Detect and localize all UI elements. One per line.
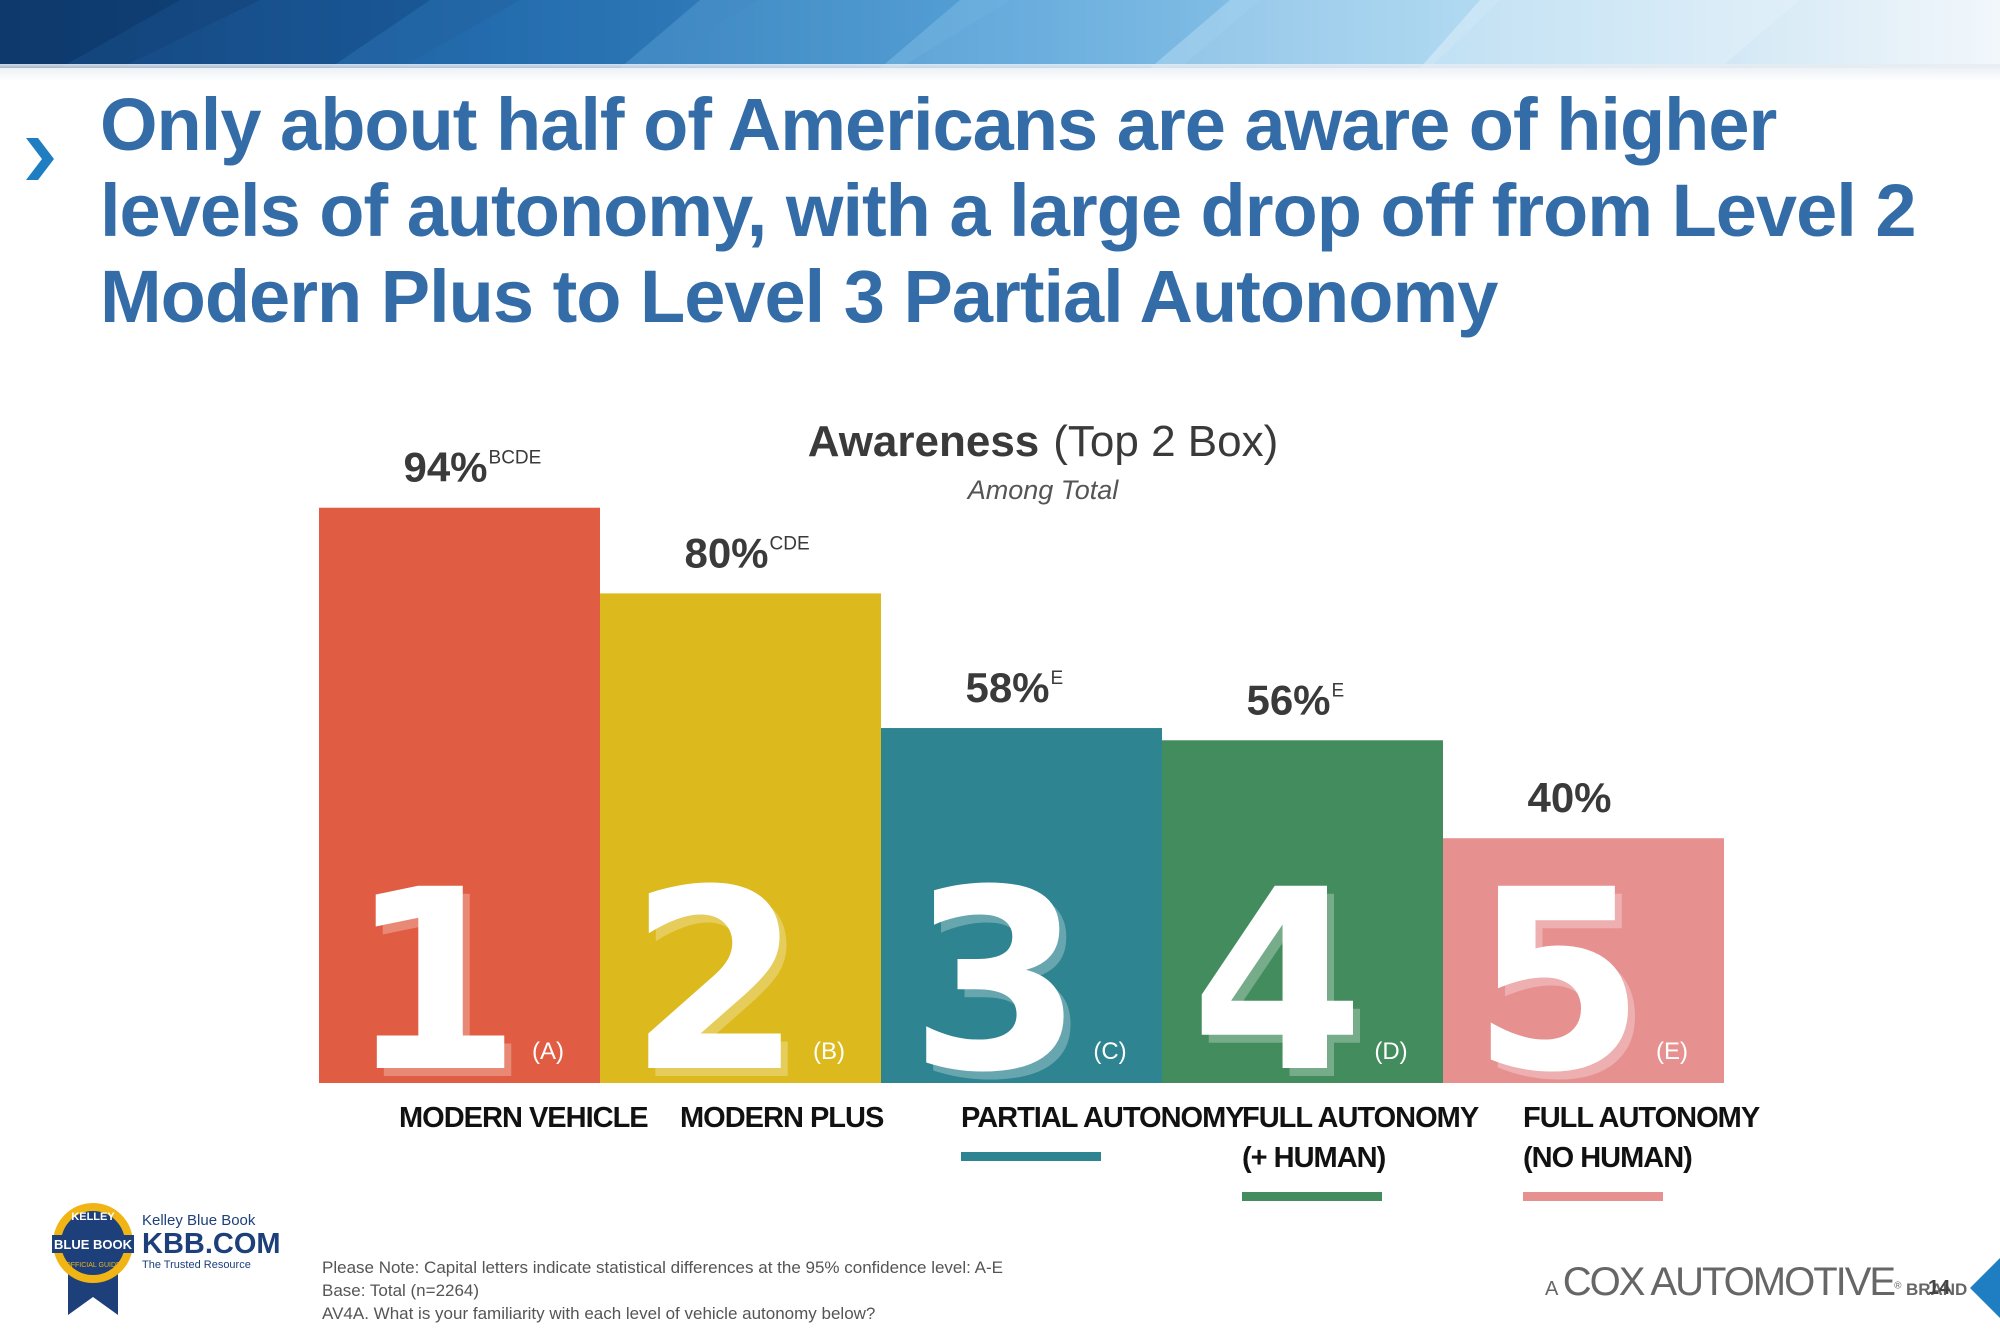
significance-label-1: BCDE <box>489 448 542 469</box>
chevron-right-icon <box>26 138 54 180</box>
footnote-significance: Please Note: Capital letters indicate st… <box>322 1258 1004 1277</box>
value-label-5: 40% <box>1527 774 1611 821</box>
bar-level-3 <box>881 728 1162 1083</box>
header-banner <box>0 0 2000 68</box>
footnote-base: Base: Total (n=2264) <box>322 1281 480 1300</box>
category-label-1: MODERN VEHICLE <box>399 1102 648 1134</box>
svg-text:KELLEY: KELLEY <box>71 1211 115 1223</box>
category-label-3: PARTIAL AUTONOMY <box>961 1102 1244 1134</box>
bar-code-1: (A) <box>532 1038 564 1065</box>
level-digit-shadow-1: 1 <box>355 844 529 1135</box>
level-digit-shadow-5: 5 <box>1479 844 1653 1135</box>
value-label-1: 94% <box>403 444 487 491</box>
bar-code-2: (B) <box>813 1038 845 1065</box>
bar-code-5: (E) <box>1656 1038 1688 1065</box>
level-digit-shadow-3: 3 <box>917 844 1091 1135</box>
bar-level-2 <box>600 593 881 1083</box>
level-digit-5: 5 <box>1472 836 1646 1127</box>
bar-level-1 <box>319 507 600 1084</box>
level-digit-3: 3 <box>910 836 1084 1127</box>
kbb-brand: Kelley Blue Book <box>142 1212 256 1229</box>
level-digit-4: 4 <box>1191 836 1365 1127</box>
chart-subtitle: Among Total <box>966 475 1120 505</box>
level-digit-shadow-2: 2 <box>636 844 810 1135</box>
category-label-5: (NO HUMAN) <box>1523 1142 1692 1174</box>
kbb-wordmark: Kelley Blue Book KBB.COM The Trusted Res… <box>142 1212 281 1271</box>
svg-text:BLUE BOOK: BLUE BOOK <box>54 1237 133 1252</box>
significance-label-3: E <box>1051 668 1064 689</box>
footnote-question: AV4A. What is your familiarity with each… <box>322 1304 876 1323</box>
category-label-4: (+ HUMAN) <box>1242 1142 1386 1174</box>
significance-label-2: CDE <box>770 533 810 554</box>
bar-code-4: (D) <box>1374 1038 1407 1065</box>
bar-level-5 <box>1443 838 1724 1083</box>
kbb-tagline: The Trusted Resource <box>142 1259 251 1271</box>
banner-shadow <box>0 64 2000 82</box>
slide-title: Only about half of Americans are aware o… <box>100 83 1917 338</box>
bar-code-3: (C) <box>1093 1038 1126 1065</box>
level-digit-1: 1 <box>348 836 522 1127</box>
category-label-5: FULL AUTONOMY <box>1523 1102 1760 1134</box>
significance-label-4: E <box>1332 680 1345 701</box>
page-number: 14 <box>1928 1277 1951 1299</box>
kbb-url: KBB.COM <box>142 1228 281 1260</box>
level-digit-shadow-4: 4 <box>1198 844 1372 1135</box>
svg-text:OFFICIAL GUIDE: OFFICIAL GUIDE <box>65 1262 121 1269</box>
cox-automotive-logo: A COX AUTOMOTIVE® BRAND <box>1545 1260 1968 1304</box>
bar-level-4 <box>1162 740 1443 1083</box>
category-label-4: FULL AUTONOMY <box>1242 1102 1479 1134</box>
category-underline-4 <box>1242 1192 1382 1201</box>
value-label-2: 80% <box>684 529 768 576</box>
level-digit-2: 2 <box>629 836 803 1127</box>
value-label-4: 56% <box>1246 676 1330 723</box>
category-label-2: MODERN PLUS <box>680 1102 884 1134</box>
category-underline-5 <box>1523 1192 1663 1201</box>
kbb-badge-logo: KELLEY BLUE BOOK OFFICIAL GUIDE <box>52 1203 134 1315</box>
category-underline-3 <box>961 1152 1101 1161</box>
value-label-3: 58% <box>965 664 1049 711</box>
corner-arrow-icon <box>1970 1258 2000 1318</box>
chart-title: Awareness (Top 2 Box) <box>808 417 1279 466</box>
